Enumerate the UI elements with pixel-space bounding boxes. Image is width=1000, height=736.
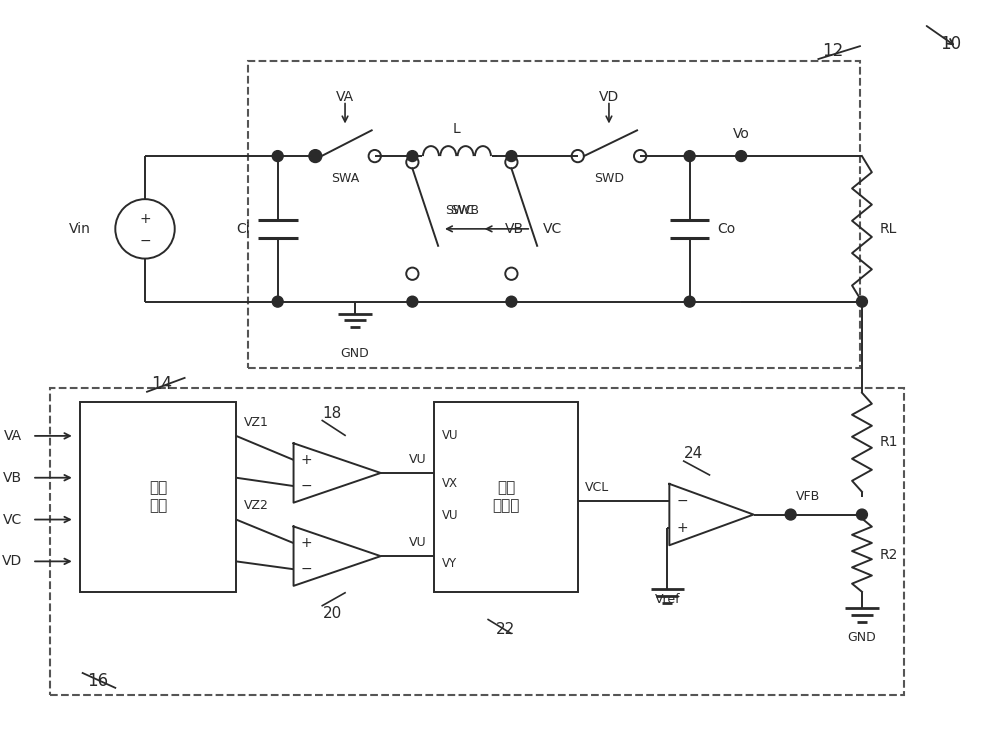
Text: SWD: SWD xyxy=(594,172,624,185)
Circle shape xyxy=(272,151,283,161)
Text: VC: VC xyxy=(3,512,22,526)
Text: Vin: Vin xyxy=(69,222,91,236)
Text: VB: VB xyxy=(504,222,524,236)
Circle shape xyxy=(272,296,283,307)
Circle shape xyxy=(857,296,867,307)
Text: GND: GND xyxy=(848,631,876,644)
Text: R2: R2 xyxy=(880,548,898,562)
Circle shape xyxy=(407,151,418,161)
Text: −: − xyxy=(139,234,151,248)
Circle shape xyxy=(310,151,321,161)
Text: 20: 20 xyxy=(323,606,342,621)
Text: 14: 14 xyxy=(151,375,172,393)
Text: 逻辑
电路: 逻辑 电路 xyxy=(149,481,167,513)
Text: RL: RL xyxy=(880,222,897,236)
Text: Ci: Ci xyxy=(236,222,250,236)
Text: SWB: SWB xyxy=(450,204,479,216)
Circle shape xyxy=(407,296,418,307)
Text: −: − xyxy=(301,479,312,493)
Circle shape xyxy=(684,151,695,161)
Text: VU: VU xyxy=(409,453,426,466)
Text: VD: VD xyxy=(599,90,619,104)
Text: +: + xyxy=(139,212,151,226)
Text: 24: 24 xyxy=(684,446,703,461)
Text: VU: VU xyxy=(409,536,426,549)
Circle shape xyxy=(785,509,796,520)
Text: +: + xyxy=(301,536,312,550)
Text: GND: GND xyxy=(341,347,369,360)
Text: 16: 16 xyxy=(87,672,108,690)
Text: VC: VC xyxy=(543,222,562,236)
Text: +: + xyxy=(301,453,312,467)
Text: 12: 12 xyxy=(822,42,844,60)
Text: VCL: VCL xyxy=(585,481,609,494)
Text: VY: VY xyxy=(442,556,457,570)
Text: 18: 18 xyxy=(323,406,342,421)
Text: 22: 22 xyxy=(496,622,516,637)
Text: VU: VU xyxy=(442,429,459,442)
Circle shape xyxy=(684,296,695,307)
Text: VX: VX xyxy=(442,477,458,490)
Text: Vo: Vo xyxy=(733,127,750,141)
Text: +: + xyxy=(676,521,688,535)
Circle shape xyxy=(506,296,517,307)
Text: 10: 10 xyxy=(941,35,962,53)
Text: R1: R1 xyxy=(880,435,898,449)
Text: −: − xyxy=(676,494,688,508)
Circle shape xyxy=(736,151,747,161)
Text: Co: Co xyxy=(717,222,736,236)
Text: VZ2: VZ2 xyxy=(244,499,269,512)
Text: 信号
产生器: 信号 产生器 xyxy=(492,481,520,513)
Text: VA: VA xyxy=(336,90,354,104)
Text: VZ1: VZ1 xyxy=(244,416,269,428)
Text: VU: VU xyxy=(442,509,459,523)
Text: SWC: SWC xyxy=(445,204,474,216)
Text: −: − xyxy=(301,562,312,576)
Text: VD: VD xyxy=(2,554,22,568)
Text: SWA: SWA xyxy=(331,172,359,185)
Text: L: L xyxy=(453,122,461,136)
Text: VB: VB xyxy=(3,471,22,485)
Text: Vref: Vref xyxy=(655,593,680,606)
Circle shape xyxy=(857,509,867,520)
Circle shape xyxy=(506,151,517,161)
Text: VA: VA xyxy=(4,429,22,443)
Text: VFB: VFB xyxy=(796,490,820,503)
